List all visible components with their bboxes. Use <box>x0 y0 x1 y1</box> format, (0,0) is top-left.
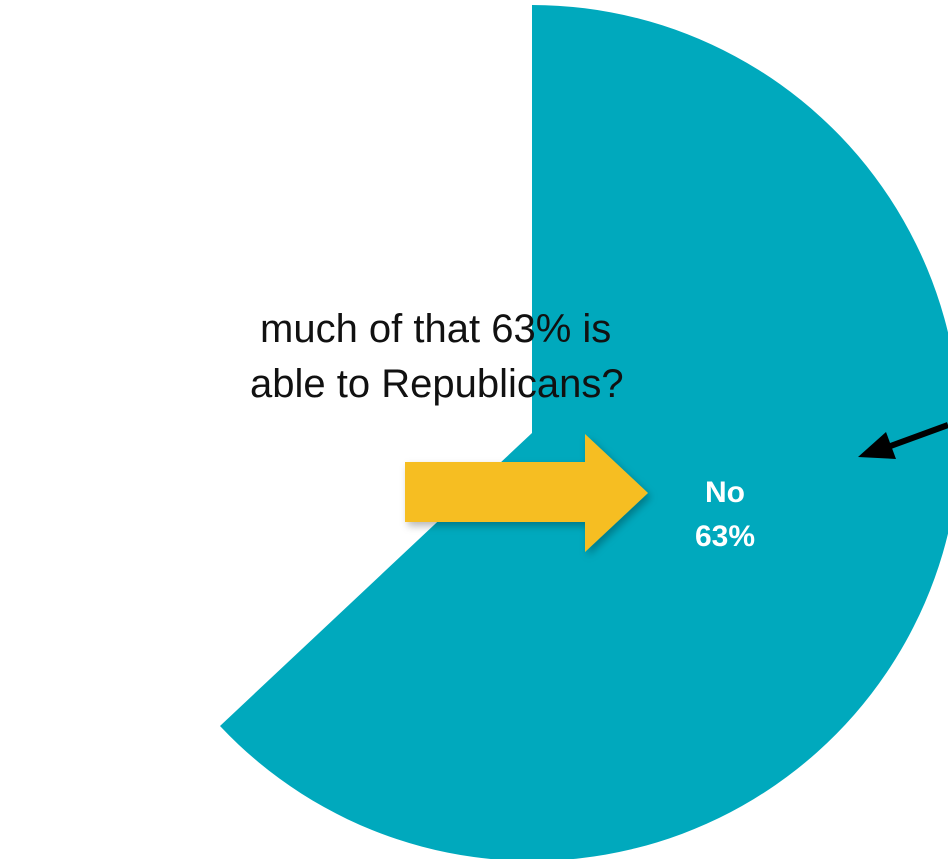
pie-slice-value-no: 63% <box>695 520 755 553</box>
pie-slice-no <box>220 5 948 859</box>
callout-text-line-2: able to Republicans? <box>250 362 624 406</box>
callout-text-line-1: much of that 63% is <box>260 307 611 351</box>
pie-slice-label-no: No <box>705 476 745 509</box>
pointer-arrow <box>858 422 948 459</box>
callout-arrow <box>405 434 648 552</box>
